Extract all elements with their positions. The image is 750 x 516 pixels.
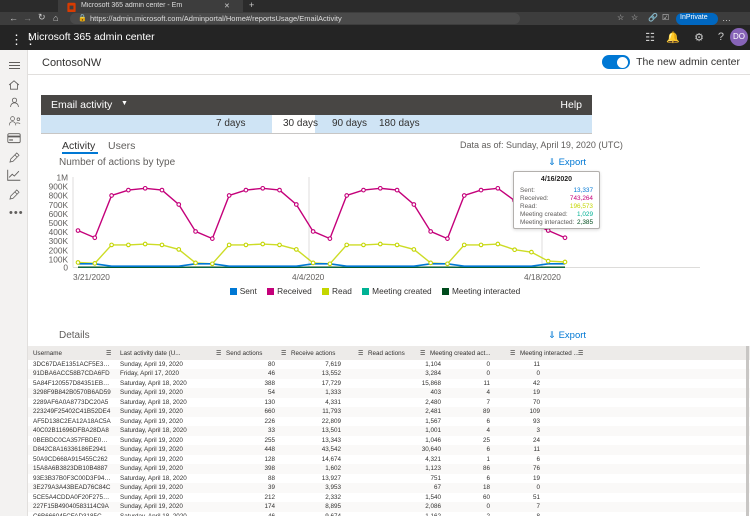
svg-text:0: 0 xyxy=(63,263,68,273)
svg-text:4/18/2020: 4/18/2020 xyxy=(524,272,561,282)
svg-text:3/21/2020: 3/21/2020 xyxy=(73,272,110,282)
svg-text:4/4/2020: 4/4/2020 xyxy=(292,272,325,282)
